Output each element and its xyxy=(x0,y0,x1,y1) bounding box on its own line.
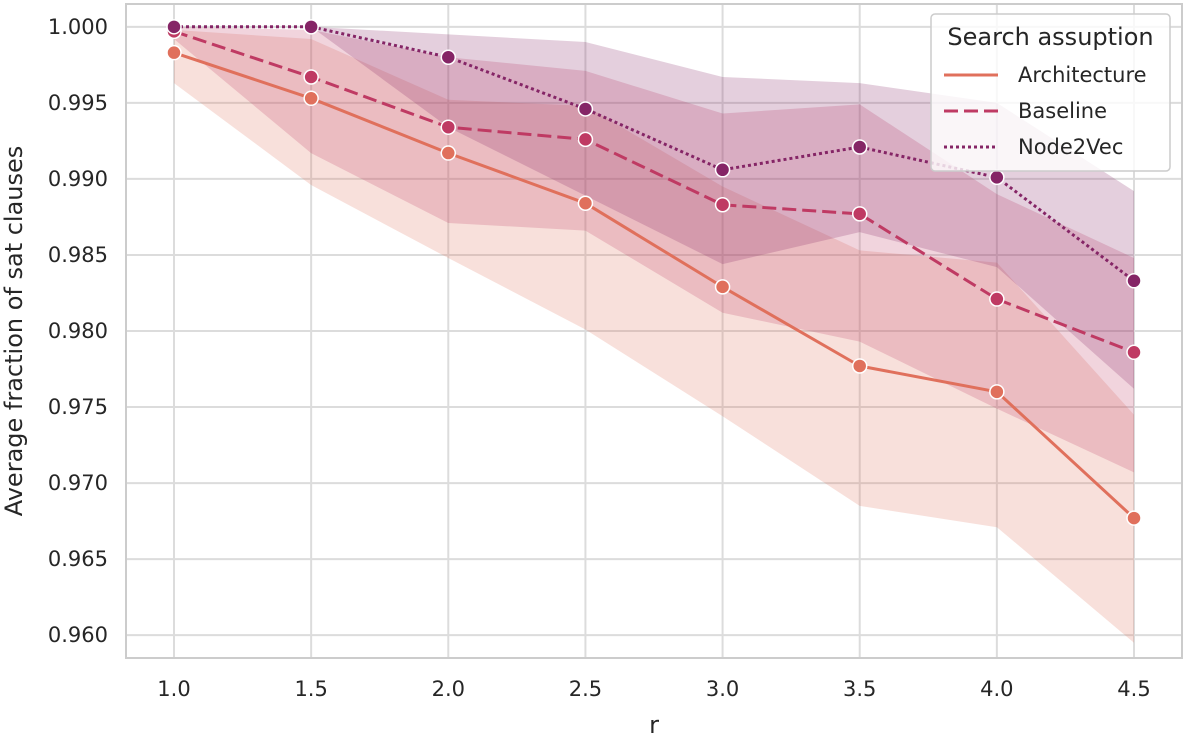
data-point-architecture xyxy=(851,358,868,374)
x-tick-label: 4.5 xyxy=(1117,677,1150,701)
data-point-architecture xyxy=(166,44,182,61)
legend-label-node2vec: Node2Vec xyxy=(1018,135,1123,159)
data-point-architecture xyxy=(303,90,319,107)
y-tick-label: 1.000 xyxy=(48,15,108,39)
data-point-node2vec xyxy=(851,139,868,155)
data-point-node2vec xyxy=(166,19,182,35)
y-axis-label: Average fraction of sat clauses xyxy=(0,146,28,517)
x-tick-label: 3.5 xyxy=(843,677,876,701)
y-tick-label: 0.980 xyxy=(48,319,108,343)
data-point-node2vec xyxy=(714,162,731,178)
data-point-architecture xyxy=(714,279,731,295)
data-point-node2vec xyxy=(303,19,319,35)
ci-band-architecture xyxy=(174,29,1134,643)
grid-lines xyxy=(126,4,1182,658)
data-point-baseline xyxy=(714,197,731,213)
data-point-baseline xyxy=(851,206,868,222)
data-point-node2vec xyxy=(1126,273,1142,289)
data-point-architecture xyxy=(1126,510,1142,526)
legend-title: Search assuption xyxy=(947,23,1153,51)
series-line-node2vec xyxy=(174,25,1135,282)
legend-box xyxy=(930,13,1171,172)
x-tick-label: 1.5 xyxy=(294,677,327,701)
data-point-baseline xyxy=(1126,344,1142,361)
x-axis-ticks: 1.0 1.5 2.0 2.5 3.0 3.5 4.0 4.5 xyxy=(157,677,1150,701)
y-tick-label: 0.995 xyxy=(48,91,108,115)
x-axis-label: r xyxy=(649,711,659,735)
ci-band-node2vec xyxy=(174,26,1134,389)
series-line-baseline xyxy=(173,29,1135,354)
data-point-baseline xyxy=(303,69,319,85)
x-tick-label: 1.0 xyxy=(157,677,190,701)
plot-frame xyxy=(125,3,1183,659)
x-tick-label: 4.0 xyxy=(980,677,1013,701)
data-point-architecture xyxy=(440,145,457,161)
data-point-architecture xyxy=(577,195,594,211)
legend-items: Architecture Baseline Node2Vec xyxy=(944,63,1147,159)
x-tick-label: 2.5 xyxy=(569,677,602,701)
series-line-architecture xyxy=(173,51,1136,520)
data-point-node2vec xyxy=(577,101,594,117)
series-lines xyxy=(173,25,1136,520)
y-tick-label: 0.960 xyxy=(48,623,108,647)
y-tick-label: 0.990 xyxy=(48,167,108,191)
y-tick-label: 0.975 xyxy=(48,395,108,419)
x-tick-label: 2.0 xyxy=(432,677,465,701)
data-point-baseline xyxy=(440,119,457,135)
data-point-node2vec xyxy=(989,169,1005,186)
data-point-baseline xyxy=(577,131,594,148)
legend: Search assuption Architecture Baseline Nod… xyxy=(930,13,1171,172)
x-tick-label: 3.0 xyxy=(706,677,739,701)
y-tick-label: 0.970 xyxy=(48,471,108,495)
data-point-baseline xyxy=(989,291,1005,307)
series-markers xyxy=(166,19,1142,526)
y-tick-label: 0.985 xyxy=(48,243,108,267)
y-tick-label: 0.965 xyxy=(48,547,108,571)
legend-label-baseline: Baseline xyxy=(1018,99,1107,123)
legend-label-architecture: Architecture xyxy=(1018,63,1147,87)
data-point-node2vec xyxy=(440,49,457,65)
y-axis-ticks: 0.960 0.965 0.970 0.975 0.980 0.985 0.990 0.995… xyxy=(48,15,108,647)
data-point-architecture xyxy=(989,384,1005,400)
